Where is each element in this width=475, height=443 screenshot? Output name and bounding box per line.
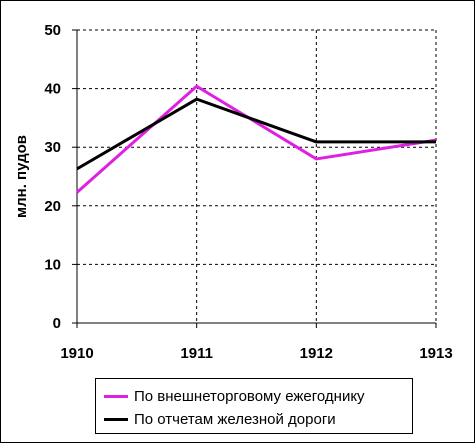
axes bbox=[72, 29, 437, 328]
series-line-1 bbox=[76, 97, 436, 171]
y-tick-label: 30 bbox=[44, 139, 61, 156]
y-tick-label: 50 bbox=[44, 22, 61, 39]
legend-label-1: По отчетам железной дороги bbox=[134, 410, 336, 428]
grid bbox=[77, 29, 437, 323]
legend: По внешнеторговому ежегоднику По отчетам… bbox=[95, 378, 413, 434]
legend-label-0: По внешнеторговому ежегоднику bbox=[134, 387, 365, 405]
series-lines bbox=[76, 84, 437, 194]
legend-swatch-0 bbox=[104, 394, 128, 398]
x-tick-label: 1910 bbox=[60, 345, 93, 362]
y-tick-labels: 0 10 20 30 40 50 bbox=[44, 22, 61, 332]
y-axis-title: млн. пудов bbox=[13, 135, 30, 218]
y-tick-label: 20 bbox=[44, 198, 61, 215]
legend-swatch-1 bbox=[104, 417, 128, 421]
y-tick-label: 0 bbox=[53, 315, 61, 332]
x-tick-label: 1913 bbox=[419, 345, 452, 362]
x-tick-label: 1911 bbox=[180, 345, 213, 362]
y-tick-label: 10 bbox=[44, 256, 61, 273]
x-tick-labels: 1910 1911 1912 1913 bbox=[60, 345, 452, 362]
series-line-0 bbox=[76, 84, 437, 194]
y-tick-label: 40 bbox=[44, 81, 61, 98]
x-tick-label: 1912 bbox=[300, 345, 333, 362]
